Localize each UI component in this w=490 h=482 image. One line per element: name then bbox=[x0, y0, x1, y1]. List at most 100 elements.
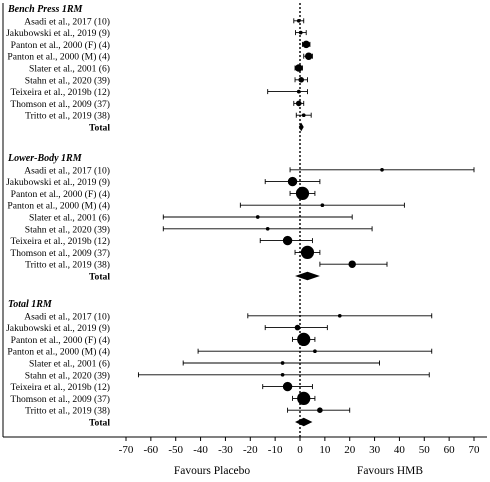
study-label: Stahn et al., 2020 (39) bbox=[25, 75, 110, 86]
study-label: Tritto et al., 2019 (38) bbox=[25, 406, 110, 417]
x-tick-label: -50 bbox=[168, 444, 183, 456]
study-label: Teixeira et al., 2019b (12) bbox=[11, 236, 111, 247]
study-row: Jakubowski et al., 2019 (9) bbox=[6, 28, 307, 39]
x-tick-label: 20 bbox=[344, 444, 356, 456]
study-row: Thomson et al., 2009 (37) bbox=[10, 99, 305, 110]
study-label: Tritto et al., 2019 (38) bbox=[25, 260, 110, 271]
group-title: Lower-Body 1RM bbox=[7, 153, 83, 164]
study-row: Asadi et al., 2017 (10) bbox=[24, 165, 475, 176]
point-estimate bbox=[304, 52, 313, 60]
study-label: Tritto et al., 2019 (38) bbox=[25, 111, 110, 122]
point-estimate bbox=[313, 349, 317, 354]
point-estimate bbox=[348, 260, 356, 268]
study-row: Stahn et al., 2020 (39) bbox=[25, 224, 373, 235]
total-label: Total bbox=[89, 123, 110, 134]
study-row: Jakubowski et al., 2019 (9) bbox=[6, 176, 321, 188]
point-estimate bbox=[296, 89, 301, 94]
total-row: Total bbox=[89, 272, 320, 283]
x-tick-label: -70 bbox=[119, 444, 134, 456]
point-estimate bbox=[302, 40, 310, 49]
study-label: Thomson et al., 2009 (37) bbox=[10, 99, 110, 110]
study-row: Panton et al., 2000 (M) (4) bbox=[7, 347, 433, 358]
point-estimate bbox=[297, 332, 311, 346]
group-title: Total 1RM bbox=[8, 299, 53, 310]
study-label: Panton et al., 2000 (M) (4) bbox=[7, 347, 110, 358]
point-estimate bbox=[380, 167, 384, 172]
study-label: Jakubowski et al., 2019 (9) bbox=[6, 28, 110, 39]
point-estimate bbox=[282, 235, 293, 246]
study-row: Tritto et al., 2019 (38) bbox=[25, 406, 351, 417]
study-label: Slater et al., 2001 (6) bbox=[29, 64, 110, 75]
study-row: Slater et al., 2001 (6) bbox=[29, 64, 303, 75]
study-row: Jakubowski et al., 2019 (9) bbox=[6, 323, 328, 334]
x-tick-label: -40 bbox=[193, 444, 208, 456]
x-axis: -70 -60 -50 -40 -30 -20 -10 0 10 20 30 40 50 60 70 bbox=[119, 437, 480, 456]
point-estimate bbox=[298, 77, 305, 83]
study-row: Asadi et al., 2017 (10) bbox=[24, 311, 433, 322]
study-label: Panton et al., 2000 (M) (4) bbox=[7, 52, 110, 63]
total-label: Total bbox=[89, 272, 110, 283]
point-estimate bbox=[295, 186, 310, 200]
point-estimate bbox=[301, 113, 306, 118]
point-estimate bbox=[280, 361, 285, 365]
point-estimate bbox=[320, 203, 325, 208]
point-estimate bbox=[295, 100, 302, 107]
x-tick-label: -30 bbox=[218, 444, 233, 456]
point-estimate bbox=[287, 176, 298, 187]
study-label: Panton et al., 2000 (F) (4) bbox=[11, 335, 110, 346]
point-estimate bbox=[337, 313, 342, 318]
x-axis-left-label: Favours Placebo bbox=[174, 465, 251, 477]
study-label: Teixeira et al., 2019b (12) bbox=[11, 382, 111, 393]
point-estimate bbox=[317, 407, 323, 414]
study-row: Panton et al., 2000 (F) (4) bbox=[11, 186, 316, 200]
pooled-estimate-diamond bbox=[298, 122, 304, 132]
study-label: Teixeira et al., 2019b (12) bbox=[11, 87, 111, 98]
point-estimate bbox=[280, 372, 285, 377]
study-label: Asadi et al., 2017 (10) bbox=[24, 311, 110, 322]
point-estimate bbox=[295, 64, 303, 72]
point-estimate bbox=[255, 215, 260, 219]
study-row: Tritto et al., 2019 (38) bbox=[25, 260, 388, 271]
study-row: Stahn et al., 2020 (39) bbox=[25, 370, 430, 381]
study-label: Thomson et al., 2009 (37) bbox=[10, 394, 110, 405]
point-estimate bbox=[298, 30, 303, 35]
study-label: Panton et al., 2000 (M) (4) bbox=[7, 201, 110, 212]
study-row: Slater et al., 2001 (6) bbox=[29, 359, 380, 370]
study-label: Stahn et al., 2020 (39) bbox=[25, 224, 110, 235]
pooled-estimate-diamond bbox=[295, 271, 320, 281]
x-tick-label: 10 bbox=[319, 444, 331, 456]
x-tick-label: 70 bbox=[469, 444, 481, 456]
x-tick-label: 0 bbox=[297, 444, 303, 456]
study-label: Panton et al., 2000 (F) (4) bbox=[11, 40, 110, 51]
study-label: Jakubowski et al., 2019 (9) bbox=[6, 323, 110, 334]
point-estimate bbox=[296, 18, 301, 23]
x-tick-label: -10 bbox=[268, 444, 283, 456]
x-axis-right-label: Favours HMB bbox=[357, 465, 423, 477]
total-row: Total bbox=[89, 123, 304, 134]
point-estimate bbox=[265, 226, 270, 231]
study-row: Teixeira et al., 2019b (12) bbox=[11, 235, 313, 247]
study-row: Asadi et al., 2017 (10) bbox=[24, 16, 305, 27]
study-label: Panton et al., 2000 (F) (4) bbox=[11, 189, 110, 200]
study-row: Thomson et al., 2009 (37) bbox=[10, 391, 316, 405]
point-estimate bbox=[297, 391, 311, 405]
study-row: Slater et al., 2001 (6) bbox=[29, 213, 353, 224]
study-row: Panton et al., 2000 (M) (4) bbox=[7, 201, 405, 212]
group-title: Bench Press 1RM bbox=[7, 4, 84, 15]
point-estimate bbox=[294, 324, 301, 331]
study-row: Panton et al., 2000 (F) (4) bbox=[11, 40, 311, 51]
study-label: Asadi et al., 2017 (10) bbox=[24, 165, 110, 176]
study-label: Slater et al., 2001 (6) bbox=[29, 213, 110, 224]
study-label: Stahn et al., 2020 (39) bbox=[25, 370, 110, 381]
study-row: Teixeira et al., 2019b (12) bbox=[11, 381, 313, 393]
x-tick-label: 40 bbox=[394, 444, 406, 456]
point-estimate bbox=[282, 381, 293, 392]
study-row: Thomson et al., 2009 (37) bbox=[10, 245, 321, 259]
plot-frame bbox=[2, 3, 487, 438]
study-label: Jakubowski et al., 2019 (9) bbox=[6, 177, 110, 188]
study-label: Slater et al., 2001 (6) bbox=[29, 359, 110, 370]
